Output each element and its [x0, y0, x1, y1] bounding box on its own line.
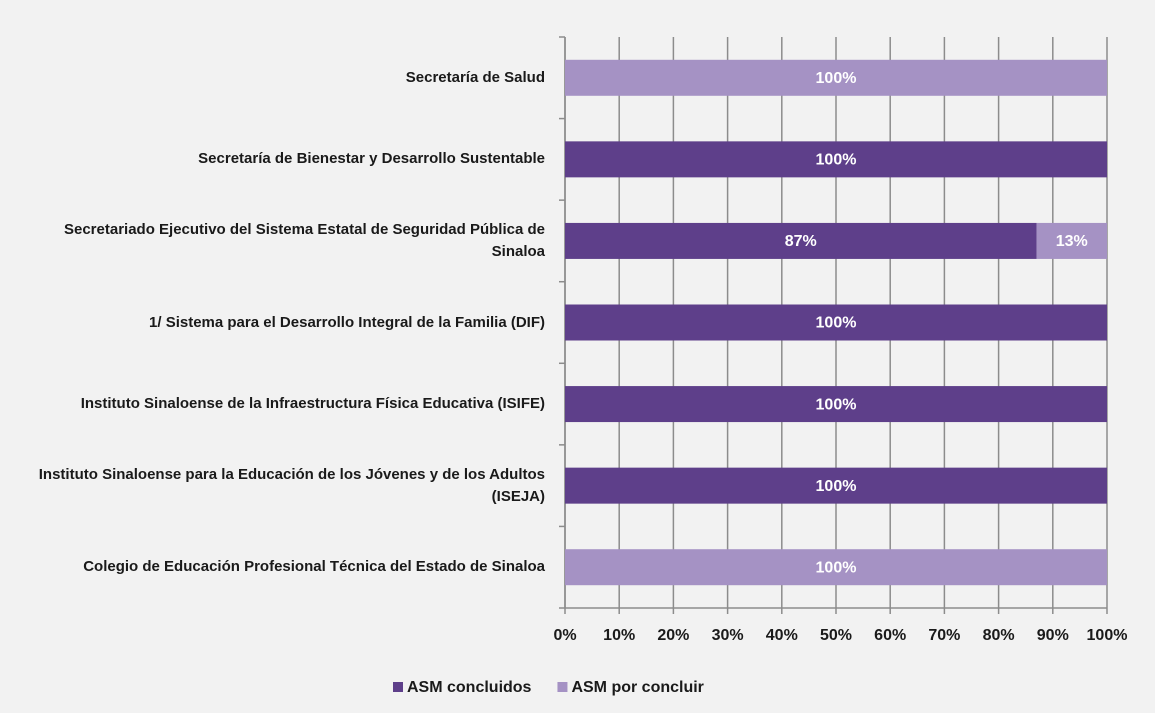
data-label: 87% [785, 233, 817, 250]
legend-swatch [557, 682, 568, 692]
bar-segment [565, 549, 1107, 586]
category-label: Instituto Sinaloense de la Infraestructu… [80, 395, 545, 413]
x-tick-label: 90% [1037, 627, 1069, 644]
category-label: Secretaría de Bienestar y Desarrollo Sus… [198, 150, 545, 168]
bar-segment [565, 141, 1107, 178]
legend-label: ASM concluidos [407, 679, 532, 696]
bar-segment [565, 59, 1107, 96]
bar-segment [565, 467, 1107, 504]
data-label: 100% [816, 315, 857, 332]
bar-segment [565, 222, 1037, 259]
category-label: Instituto Sinaloense para la Educación d… [38, 465, 545, 505]
legend-swatch [393, 682, 403, 692]
x-tick-label: 60% [874, 627, 906, 644]
x-tick-label: 50% [820, 627, 852, 644]
x-tick-label: 80% [983, 627, 1015, 644]
x-tick-label: 0% [553, 627, 576, 644]
data-label: 13% [1056, 233, 1088, 250]
bar-segment [565, 304, 1107, 341]
data-label: 100% [816, 478, 857, 495]
x-tick-label: 100% [1087, 627, 1128, 644]
data-label: 100% [816, 70, 857, 87]
category-label: Secretariado Ejecutivo del Sistema Estat… [63, 220, 545, 260]
data-label: 100% [816, 396, 857, 413]
category-label: Colegio de Educación Profesional Técnica… [83, 558, 545, 576]
data-label: 100% [816, 559, 857, 576]
category-label: Secretaría de Salud [405, 68, 545, 86]
category-label: 1/ Sistema para el Desarrollo Integral d… [149, 313, 545, 331]
x-tick-label: 40% [766, 627, 798, 644]
legend-label: ASM por concluir [571, 679, 703, 696]
x-tick-label: 20% [657, 627, 689, 644]
x-tick-label: 10% [603, 627, 635, 644]
bar-segment [565, 386, 1107, 423]
x-tick-label: 30% [712, 627, 744, 644]
data-label: 100% [816, 152, 857, 169]
bar-segment [1036, 222, 1107, 259]
x-tick-label: 70% [928, 627, 960, 644]
